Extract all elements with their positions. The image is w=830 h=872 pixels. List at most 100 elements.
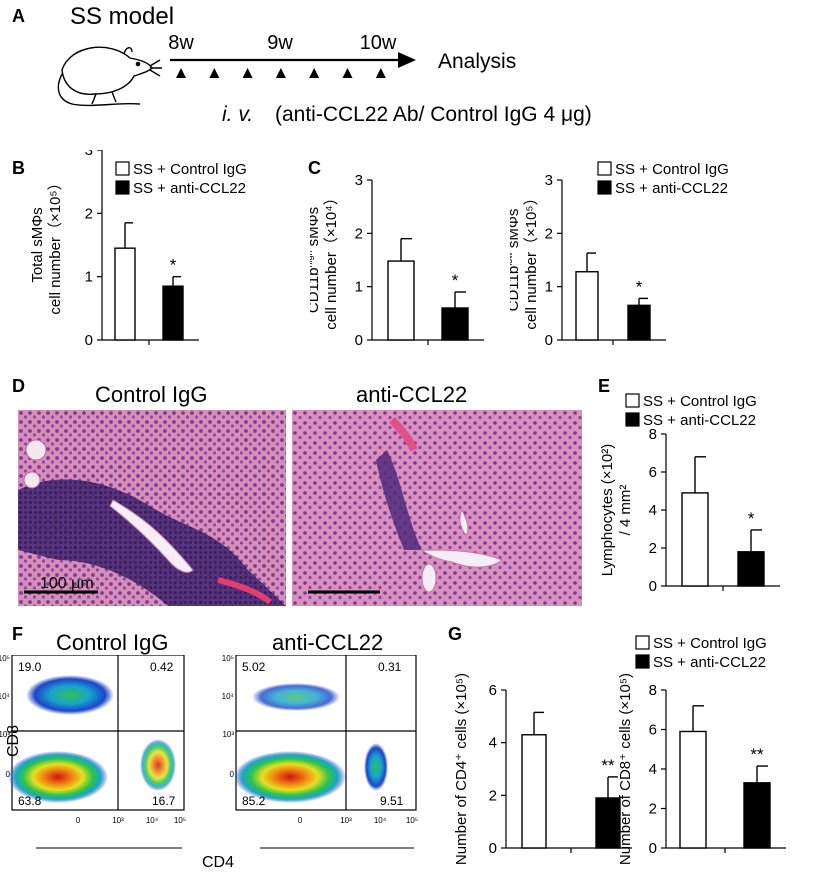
bar-anti: [627, 304, 651, 341]
flow-y-tick: 0: [230, 770, 235, 779]
quad-ul-anti: 5.02: [242, 660, 266, 674]
y-tick-label: 6: [649, 722, 657, 739]
significance-marker: *: [452, 271, 459, 290]
legend-swatch-anti: [115, 180, 130, 195]
quad-ur-anti: 0.31: [378, 660, 402, 674]
y-tick-label: 3: [85, 150, 93, 159]
flow-y-tick: 10³: [0, 730, 10, 739]
legend-swatch-control: [115, 161, 130, 176]
y-tick-label: 2: [649, 801, 657, 818]
y-axis-label: Number of CD4⁺ cells (×10⁵): [453, 673, 470, 865]
week-label-10: 10w: [360, 32, 397, 54]
quad-ul-control: 19.0: [18, 660, 42, 674]
flow-x-tick: 10⁵: [406, 816, 418, 825]
legend-label-anti: SS + anti-CCL22: [643, 412, 756, 429]
flow-y-tick: 10³: [222, 730, 234, 739]
panel-label-e: E: [598, 376, 611, 396]
chart-cd8-cells: 0 2 4 6 8 ** Number of CD8⁺ cells (×10⁵) SS + C…: [618, 635, 786, 865]
injection-marker: [342, 68, 353, 78]
panel-label-d: D: [12, 376, 25, 396]
histology-title-anti: anti-CCL22: [356, 382, 468, 407]
legend-label-control: SS + Control IgG: [653, 635, 767, 652]
y-tick-label: 2: [85, 205, 93, 222]
flow-y-tick: 10⁵: [0, 655, 10, 663]
flow-ticks: 10⁵ 10⁵ 10⁴ 10⁴ 10³ 10³ 0 0 0 0 10³ 10³ 10⁴ 10⁴ 10⁵ 10⁵: [0, 655, 418, 825]
y-tick-label: 0: [649, 840, 657, 857]
y-tick-label: 2: [649, 540, 657, 557]
bar-control: [681, 492, 709, 587]
y-tick-label: 0: [489, 840, 497, 857]
y-axis-label-line1: CD11blow sMΦs: [510, 209, 522, 312]
legend-label-anti: SS + anti-CCL22: [615, 180, 728, 197]
legend-swatch-control: [635, 635, 650, 650]
chart-total-smphs: 0 1 2 3 * Total sMΦs cell number（×10⁵） SS + Con…: [29, 150, 247, 349]
injection-marker: [309, 68, 320, 78]
injection-marker: [275, 68, 286, 78]
injection-markers: [176, 68, 386, 78]
y-axis-label-line2: / 4 mm²: [617, 485, 634, 536]
y-tick-label: 2: [545, 225, 553, 242]
chart-cd4-cells: 0 2 4 6 ** Number of CD4⁺ cells (×10⁵): [453, 673, 632, 865]
bar-control: [679, 730, 707, 849]
model-title: SS model: [70, 3, 174, 30]
week-label-9: 9w: [267, 32, 293, 54]
flow-y-tick: 10⁴: [0, 692, 11, 701]
y-axis-label-line2: cell number（×10⁴）: [323, 190, 340, 329]
flow-plot-anti: 5.02 0.31 85.2 9.51: [234, 655, 417, 811]
flow-x-tick: 10⁴: [146, 816, 159, 825]
flow-xlabel: CD4: [202, 854, 234, 871]
flow-x-tick: 10³: [112, 816, 124, 825]
legend-label-control: SS + Control IgG: [133, 161, 247, 178]
y-axis-label-line2: cell number（×10⁵）: [47, 175, 64, 314]
significance-marker: **: [601, 756, 615, 775]
panel-label-a: A: [12, 6, 25, 26]
y-tick-label: 0: [355, 332, 363, 349]
quad-ur-control: 0.42: [150, 660, 174, 674]
y-tick-label: 2: [355, 225, 363, 242]
scale-bar-label: 100 μm: [40, 575, 94, 592]
injection-marker: [242, 68, 253, 78]
bar-anti: [441, 307, 469, 341]
injection-marker: [209, 68, 220, 78]
panel-label-b: B: [12, 158, 25, 178]
flow-y-tick: 10⁴: [222, 692, 235, 701]
bar-anti: [162, 285, 184, 341]
chart-lymphocytes: 0 2 4 6 8 * Lymphocytes (×10²)/ 4 mm² SS + Cont…: [600, 393, 780, 595]
injection-marker: [176, 68, 186, 78]
flow-x-tick: 10⁴: [374, 816, 387, 825]
significance-marker: *: [636, 277, 643, 296]
histology-image-control: 100 μm: [18, 410, 286, 606]
panel-a: A SS model 8w 9w 10w Analysis i. v. (ant…: [12, 3, 592, 126]
flow-title-control: Control IgG: [56, 630, 169, 655]
analysis-label: Analysis: [438, 50, 516, 73]
legend-label-control: SS + Control IgG: [643, 393, 757, 410]
bar-control: [387, 260, 415, 341]
mouse-illustration: [57, 46, 162, 107]
flow-cytometry: 19.0 0.42 63.8 16.7 5.02 0.31 85.2 9.51 …: [0, 655, 418, 871]
legend-label-anti: SS + anti-CCL22: [133, 180, 246, 197]
flow-x-tick: 10⁵: [174, 816, 186, 825]
panel-label-g: G: [448, 624, 463, 644]
bar-control: [114, 247, 136, 341]
legend-swatch-control: [597, 161, 612, 176]
y-tick-label: 4: [649, 502, 657, 519]
flow-plot-control: 19.0 0.42 63.8 16.7: [8, 655, 185, 811]
legend-label-anti: SS + anti-CCL22: [653, 654, 766, 671]
y-axis-label-line1: Lymphocytes (×10²): [600, 444, 616, 576]
bar-control: [521, 734, 547, 849]
y-tick-label: 6: [489, 682, 497, 699]
significance-marker: **: [750, 745, 764, 764]
histology-image-anti: [292, 410, 582, 606]
injection-marker: [375, 68, 386, 78]
y-tick-label: 6: [649, 464, 657, 481]
flow-x-tick: 0: [298, 816, 303, 825]
legend-swatch-control: [625, 393, 640, 408]
panel-label-c: C: [308, 158, 321, 178]
legend-swatch-anti: [625, 412, 640, 427]
chart-cd11b-high: 0 1 2 3 * CD11bhigh sMΦs cell number（×10⁴）: [310, 172, 484, 349]
bar-anti: [737, 551, 765, 587]
flow-title-anti: anti-CCL22: [272, 630, 384, 655]
flow-x-tick: 10³: [340, 816, 352, 825]
y-axis-label-line1: Total sMΦs: [29, 207, 46, 282]
week-label-8: 8w: [168, 32, 194, 54]
